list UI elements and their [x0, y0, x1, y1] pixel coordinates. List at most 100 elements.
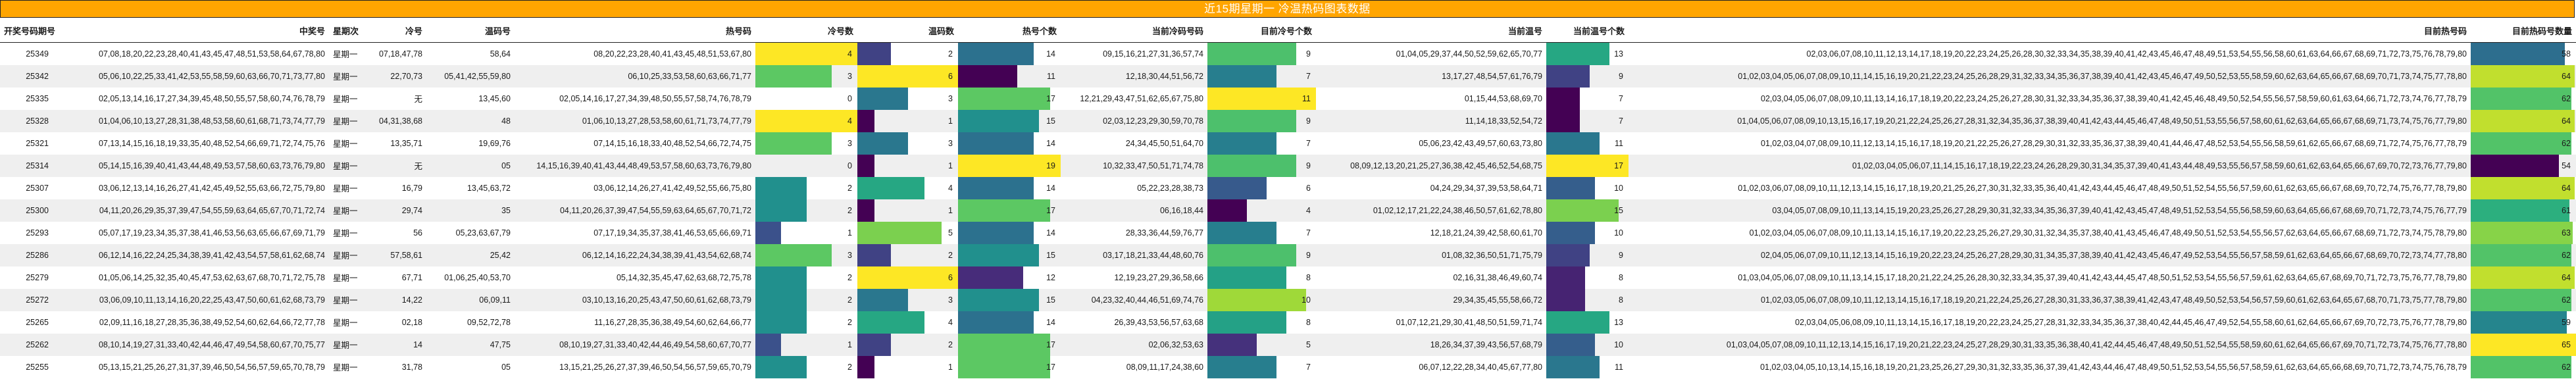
cell-cur-cold-count: 10 [1207, 288, 1316, 311]
cell-cold-count: 1 [755, 221, 857, 244]
table-row[interactable]: 25321 07,13,14,15,16,18,19,33,35,40,48,52… [0, 132, 2576, 155]
bar-value: 4 [847, 49, 852, 59]
cell-cold: 04,31,38,68 [365, 109, 426, 132]
cell-cur-cold-count: 7 [1207, 64, 1316, 88]
cell-hot: 08,10,19,27,31,33,40,42,44,46,49,54,58,6… [515, 333, 755, 356]
cell-cur-warm-count: 8 [1546, 288, 1629, 311]
table-row[interactable]: 25286 06,12,14,16,22,24,25,34,38,39,41,42… [0, 243, 2576, 266]
cell-cur-cold-count: 5 [1207, 333, 1316, 356]
col-cur-cold-count[interactable]: 目前冷号个数 [1207, 18, 1316, 43]
cell-cold-count: 2 [755, 311, 857, 334]
data-bar [1546, 87, 1580, 110]
bar-value: 62 [2562, 362, 2571, 372]
bar-value: 11 [1615, 138, 1623, 148]
cell-cold-count: 2 [755, 176, 857, 199]
cell-cur-cold-count: 7 [1207, 355, 1316, 378]
bar-value: 17 [1046, 362, 1055, 372]
bar-value: 7 [1619, 116, 1623, 126]
bar-value: 61 [2562, 205, 2571, 215]
bar-value: 11 [1047, 71, 1055, 81]
data-bar [2471, 288, 2571, 311]
bar-value: 1 [948, 362, 953, 372]
cell-numbers: 05,13,15,21,25,26,27,31,37,39,46,50,54,5… [98, 362, 325, 372]
data-bar [1546, 176, 1595, 199]
cell-issue: 25307 [26, 183, 49, 193]
cell-cold: 02,18 [401, 317, 422, 327]
table-row[interactable]: 25293 05,07,17,19,23,34,35,37,38,41,46,53… [0, 221, 2576, 244]
col-cold-count[interactable]: 冷号数 [755, 18, 857, 43]
col-cold[interactable]: 冷号 [365, 18, 426, 43]
table-row[interactable]: 25262 08,10,14,19,27,31,33,40,42,44,46,47… [0, 333, 2576, 356]
bar-value: 9 [1619, 250, 1623, 260]
col-warm-count[interactable]: 温码数 [857, 18, 958, 43]
cell-cold-count: 1 [755, 333, 857, 356]
col-issue[interactable]: 开奖号码期号 [0, 18, 55, 43]
cell-warm-count: 2 [857, 243, 958, 266]
data-bar [857, 355, 874, 378]
col-cur-warm[interactable]: 当前温号 [1316, 18, 1546, 43]
bar-value: 12 [1046, 272, 1055, 282]
table-row[interactable]: 25307 03,06,12,13,14,16,26,27,41,42,45,49… [0, 176, 2576, 199]
col-cur-cold[interactable]: 当前冷码号码 [1061, 18, 1207, 43]
bar-value: 4 [1306, 205, 1311, 215]
cell-warm-count: 3 [857, 87, 958, 110]
cell-cur-warm-count: 7 [1546, 109, 1629, 132]
cell-cur-hot: 03,04,05,07,08,09,10,11,13,14,15,19,20,2… [1629, 199, 2471, 222]
table-row[interactable]: 25342 05,06,10,22,25,33,41,42,53,55,58,59… [0, 64, 2576, 88]
cell-cur-hot-count: 64 [2471, 64, 2576, 88]
data-bar [958, 355, 1050, 378]
cell-issue: 25293 [26, 228, 49, 238]
table-row[interactable]: 25255 05,13,15,21,25,26,27,31,37,39,46,50… [0, 355, 2576, 378]
data-bar [857, 221, 942, 244]
cell-hot-count: 14 [958, 132, 1061, 155]
cell-issue: 25342 [0, 64, 53, 88]
cell-numbers: 05,14,15,16,39,40,41,43,44,48,49,53,57,5… [53, 154, 329, 177]
cell-cold-count: 0 [755, 154, 857, 177]
table-row[interactable]: 25272 03,06,09,10,11,13,14,16,20,22,25,43… [0, 288, 2576, 311]
col-warm[interactable]: 温码号 [426, 18, 515, 43]
cell-cur-warm: 01,02,12,17,21,22,24,38,46,50,57,61,62,7… [1316, 199, 1546, 222]
data-bar [1546, 311, 1609, 334]
table-row[interactable]: 25300 04,11,20,26,29,35,37,39,47,54,55,59… [0, 199, 2576, 222]
table-row[interactable]: 25265 02,09,11,16,18,27,28,35,36,38,49,52… [0, 311, 2576, 334]
col-cur-warm-count[interactable]: 当前温号个数 [1546, 18, 1629, 43]
cell-warm: 19,69,76 [478, 138, 511, 148]
bar-value: 7 [1619, 93, 1623, 103]
cell-issue: 25321 [26, 138, 49, 148]
table-row[interactable]: 25314 05,14,15,16,39,40,41,43,44,48,49,53… [0, 154, 2576, 177]
cell-weekday: 星期一 [333, 274, 358, 283]
cell-warm-count: 2 [857, 333, 958, 356]
bar-value: 17 [1614, 161, 1623, 170]
data-bar [1546, 266, 1585, 289]
cell-numbers: 07,08,18,20,22,23,28,40,41,43,45,47,48,5… [98, 49, 325, 59]
bar-value: 6 [1306, 183, 1311, 193]
table-row[interactable]: 25349 07,08,18,20,22,23,28,40,41,43,45,47… [0, 43, 2576, 65]
table-row[interactable]: 25335 02,05,13,14,16,17,27,34,39,45,48,50… [0, 87, 2576, 110]
cell-cur-warm-count: 10 [1546, 333, 1629, 356]
cell-warm-count: 6 [857, 64, 958, 88]
col-cur-hot[interactable]: 目前热号码 [1629, 18, 2471, 43]
bar-value: 54 [2562, 161, 2571, 170]
col-numbers[interactable]: 中奖号 [53, 18, 329, 43]
table-row[interactable]: 25279 01,05,06,14,25,32,35,40,45,47,53,62… [0, 266, 2576, 289]
bar-value: 17 [1046, 205, 1055, 215]
data-bar [1207, 154, 1296, 177]
col-hot-count[interactable]: 热号个数 [958, 18, 1061, 43]
bar-value: 14 [1046, 183, 1055, 193]
data-bar [857, 132, 908, 155]
data-bar [755, 333, 781, 356]
data-bar [958, 311, 1034, 334]
cell-warm-count: 4 [857, 311, 958, 334]
bar-value: 14 [1046, 138, 1055, 148]
bar-value: 19 [1046, 161, 1055, 170]
bar-value: 13 [1614, 49, 1623, 59]
cell-cold: 16,79 [401, 183, 422, 193]
col-weekday[interactable]: 星期次 [329, 18, 365, 43]
table-row[interactable]: 25328 01,04,06,10,13,27,28,31,38,48,53,58… [0, 109, 2576, 132]
col-cur-hot-count[interactable]: 目前热码号数量 [2471, 18, 2576, 43]
cell-cur-hot-count: 61 [2471, 199, 2576, 222]
cell-warm: 48 [426, 109, 515, 132]
col-hot[interactable]: 热号码 [515, 18, 755, 43]
bar-value: 2 [948, 49, 953, 59]
cell-warm: 05,23,63,67,79 [455, 228, 511, 238]
